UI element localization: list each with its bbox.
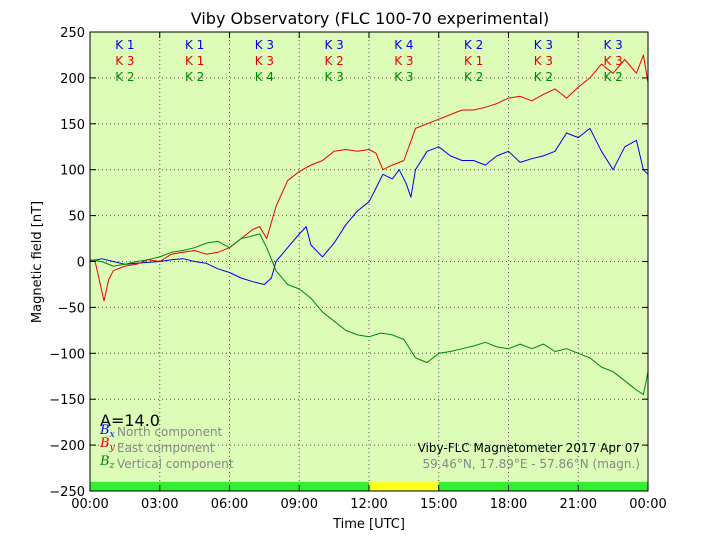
k-index-label: K 3 bbox=[394, 70, 413, 84]
k-index-label: K 3 bbox=[324, 70, 343, 84]
k-index-label: K 3 bbox=[603, 38, 622, 52]
k-index-label: K 2 bbox=[534, 70, 553, 84]
y-tick-label: −50 bbox=[58, 301, 85, 316]
legend-label-east: East component bbox=[117, 441, 215, 455]
k-index-label: K 3 bbox=[255, 38, 274, 52]
k-index-label: K 1 bbox=[185, 38, 204, 52]
k-index-label: K 2 bbox=[324, 54, 343, 68]
k-index-label: K 3 bbox=[324, 38, 343, 52]
status-segment bbox=[438, 481, 648, 491]
x-tick-label: 00:00 bbox=[71, 497, 108, 512]
chart-title: Viby Observatory (FLC 100-70 experimenta… bbox=[191, 9, 550, 28]
x-tick-label: 18:00 bbox=[490, 497, 527, 512]
k-index-label: K 3 bbox=[603, 54, 622, 68]
y-tick-label: −150 bbox=[49, 393, 85, 408]
k-index-label: K 3 bbox=[115, 54, 134, 68]
k-index-label: K 1 bbox=[185, 54, 204, 68]
y-tick-label: 250 bbox=[60, 26, 85, 41]
x-tick-label: 12:00 bbox=[350, 497, 387, 512]
k-index-label: K 2 bbox=[603, 70, 622, 84]
axis-ticks: 00:00 03:00 06:00 09:00 12:00 15:00 18:00 21:00… bbox=[49, 26, 666, 512]
k-index-label: K 3 bbox=[534, 38, 553, 52]
series-line-by bbox=[89, 54, 649, 302]
k-index-label: K 1 bbox=[464, 54, 483, 68]
annotation-instrument: Viby-FLC Magnetometer 2017 Apr 07 bbox=[418, 441, 640, 455]
x-tick-label: 06:00 bbox=[211, 497, 248, 512]
legend: Bx North component By East component Bz … bbox=[99, 423, 234, 471]
x-tick-label: 21:00 bbox=[560, 497, 597, 512]
annotation-location: 59.46°N, 17.89°E - 57.86°N (magn.) bbox=[423, 457, 640, 471]
y-tick-label: −200 bbox=[49, 439, 85, 454]
y-tick-label: 0 bbox=[77, 256, 85, 271]
k-index-label: K 1 bbox=[115, 38, 134, 52]
k-index-label: K 3 bbox=[394, 54, 413, 68]
series-lines bbox=[89, 54, 649, 396]
x-tick-label: 15:00 bbox=[420, 497, 457, 512]
k-index-label: K 4 bbox=[394, 38, 413, 52]
k-index-labels: K 1 K 3 K 2 K 1 K 1 K 2 K 3 K 3 K 4 K 3 K 2 K 3 K 4 K… bbox=[115, 38, 623, 84]
y-axis-label: Magnetic field [nT] bbox=[30, 201, 45, 323]
x-tick-label: 09:00 bbox=[281, 497, 318, 512]
x-axis-label: Time [UTC] bbox=[332, 517, 405, 532]
legend-symbol-by: By bbox=[99, 436, 116, 453]
series-line-bx bbox=[89, 127, 649, 285]
k-index-label: K 3 bbox=[534, 54, 553, 68]
grid bbox=[90, 32, 648, 491]
k-index-label: K 2 bbox=[464, 38, 483, 52]
legend-label-vertical: Vertical component bbox=[117, 457, 234, 471]
y-tick-label: −100 bbox=[49, 347, 85, 362]
k-index-label: K 2 bbox=[185, 70, 204, 84]
a-index: A=14.0 bbox=[100, 411, 160, 430]
legend-label-north: North component bbox=[117, 425, 223, 439]
series-line-bz bbox=[89, 233, 649, 396]
legend-symbol-bz: Bz bbox=[99, 454, 115, 471]
y-tick-label: 100 bbox=[60, 164, 85, 179]
x-tick-label: 00:00 bbox=[629, 497, 666, 512]
x-tick-label: 03:00 bbox=[141, 497, 178, 512]
k-index-label: K 2 bbox=[464, 70, 483, 84]
legend-symbol-bx: Bx bbox=[99, 423, 115, 440]
y-tick-label: 200 bbox=[60, 72, 85, 87]
y-tick-label: 150 bbox=[60, 118, 85, 133]
y-tick-label: 50 bbox=[68, 210, 85, 225]
k-index-label: K 4 bbox=[255, 70, 274, 84]
k-index-label: K 2 bbox=[115, 70, 134, 84]
y-tick-label: −250 bbox=[49, 485, 85, 500]
k-index-label: K 3 bbox=[255, 54, 274, 68]
status-segment bbox=[369, 481, 439, 491]
